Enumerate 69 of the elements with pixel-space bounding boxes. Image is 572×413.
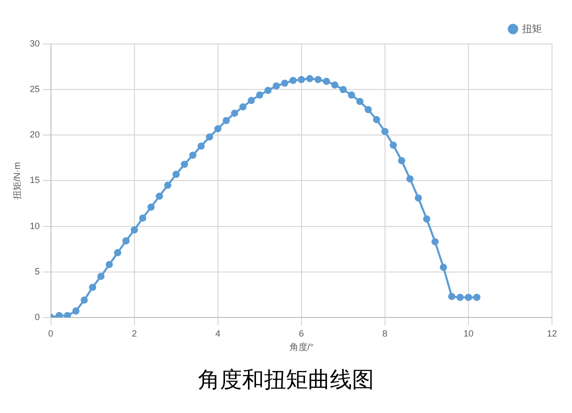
x-tick-label: 2 bbox=[132, 328, 137, 338]
x-tick-label: 6 bbox=[298, 328, 304, 338]
point bbox=[122, 237, 130, 244]
point bbox=[448, 292, 456, 300]
text: 角度和扭矩曲线图 bbox=[197, 367, 375, 395]
y-tick-label: 20 bbox=[30, 130, 40, 140]
point bbox=[139, 214, 146, 222]
y-tick-label: 0 bbox=[34, 312, 40, 322]
legend-label: 扭矩 bbox=[522, 22, 542, 35]
point bbox=[72, 307, 80, 315]
point bbox=[272, 82, 280, 90]
point bbox=[406, 175, 414, 182]
point bbox=[172, 170, 180, 178]
point bbox=[331, 81, 338, 89]
x-tick-label: 10 bbox=[463, 328, 474, 338]
y-tick-label: 15 bbox=[30, 175, 40, 186]
point bbox=[214, 125, 222, 132]
point bbox=[298, 76, 306, 84]
point bbox=[473, 294, 480, 301]
x-tick-label: 0 bbox=[48, 328, 54, 338]
point bbox=[147, 204, 155, 211]
x-tick-label: 4 bbox=[215, 328, 220, 338]
point bbox=[340, 86, 347, 94]
y-tick-label: 10 bbox=[30, 220, 40, 231]
point bbox=[80, 296, 88, 304]
point bbox=[372, 116, 380, 124]
point bbox=[256, 91, 264, 99]
point bbox=[348, 91, 356, 99]
point bbox=[431, 238, 439, 246]
point bbox=[414, 194, 422, 202]
point bbox=[180, 160, 188, 168]
y-tick-label: 25 bbox=[30, 84, 40, 94]
point bbox=[56, 312, 63, 318]
point bbox=[398, 157, 406, 164]
point bbox=[306, 75, 314, 82]
point bbox=[239, 103, 247, 110]
point bbox=[390, 142, 397, 149]
y-tick-label: 5 bbox=[34, 266, 40, 276]
point bbox=[64, 312, 72, 318]
point bbox=[130, 226, 138, 234]
point bbox=[381, 128, 389, 136]
x-axis-title: 角度/° bbox=[289, 342, 314, 352]
y-tick-label: 30 bbox=[30, 38, 40, 48]
y-axis-title: 扭矩/N·m bbox=[12, 162, 22, 200]
point bbox=[364, 106, 372, 114]
point bbox=[97, 272, 105, 280]
point bbox=[322, 78, 330, 85]
x-tick-label: 12 bbox=[546, 328, 558, 338]
point bbox=[114, 249, 122, 256]
point bbox=[281, 80, 288, 87]
point bbox=[206, 133, 214, 141]
point bbox=[230, 110, 238, 117]
point bbox=[456, 294, 464, 301]
point bbox=[440, 264, 448, 271]
point bbox=[423, 215, 430, 223]
point bbox=[264, 86, 272, 94]
point bbox=[198, 142, 205, 150]
point bbox=[189, 152, 196, 159]
x-tick-label: 8 bbox=[382, 328, 388, 338]
point bbox=[356, 98, 364, 106]
point bbox=[88, 284, 96, 291]
point bbox=[156, 192, 163, 200]
point bbox=[289, 76, 297, 84]
point bbox=[164, 182, 172, 189]
point bbox=[314, 76, 322, 84]
point bbox=[248, 96, 255, 104]
point bbox=[464, 294, 472, 301]
point bbox=[222, 116, 230, 124]
point bbox=[106, 260, 113, 268]
